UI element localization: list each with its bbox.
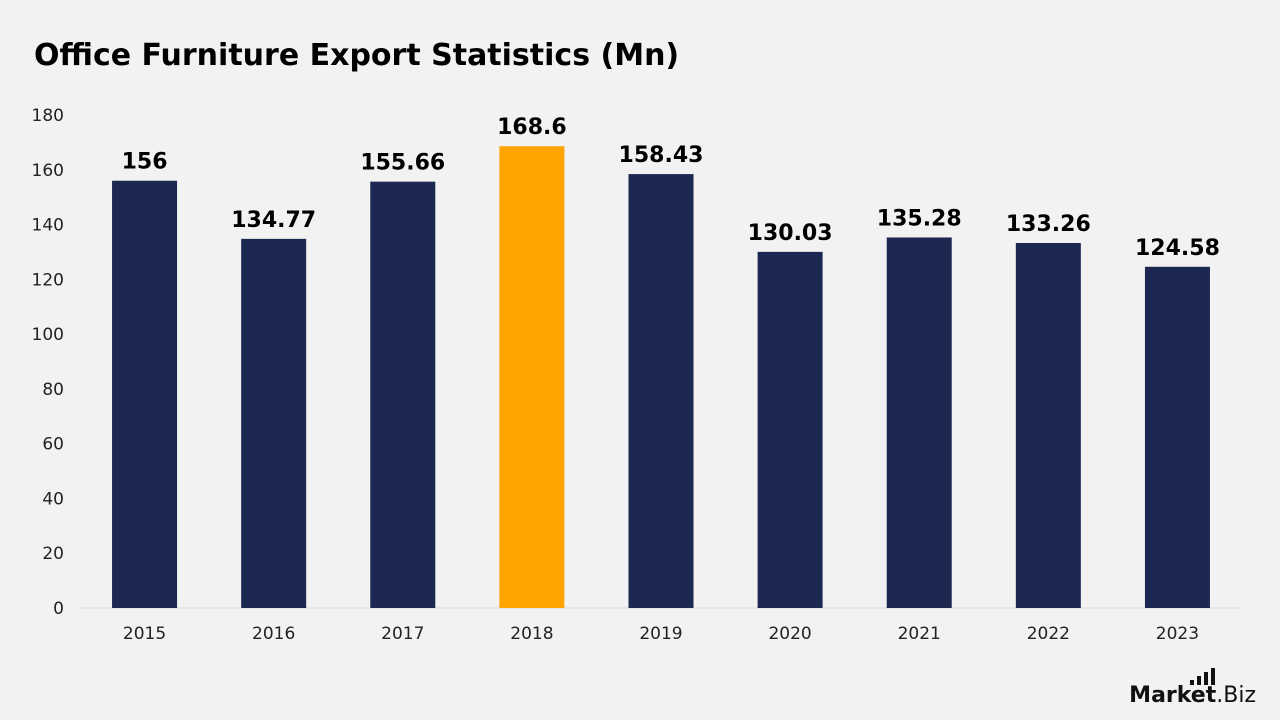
data-label-2020: 130.03 [748,221,833,246]
data-label-2017: 155.66 [360,151,445,176]
x-tick-label: 2023 [1156,624,1199,644]
data-label-2021: 135.28 [877,206,962,231]
brand-name-market: Market [1129,668,1216,708]
y-tick-label: 20 [42,544,64,564]
x-tick-label: 2022 [1027,624,1070,644]
bar-2021 [886,237,952,609]
x-tick-label: 2015 [123,624,166,644]
data-label-2019: 158.43 [619,143,704,168]
y-axis: 0 20 40 60 80 100 120 140 160 180 [32,106,64,619]
y-tick-label: 140 [32,216,64,236]
data-label-2015: 156 [122,150,168,175]
x-tick-label: 2018 [510,624,553,644]
x-tick-label: 2019 [639,624,682,644]
brand-logo: Market .Biz [1129,668,1256,708]
data-label-2022: 133.26 [1006,212,1091,237]
bar-2018 [499,146,565,608]
bar-2022 [1015,243,1081,608]
y-tick-label: 120 [32,270,64,290]
bar-2015 [112,180,178,608]
y-tick-label: 60 [42,435,64,455]
y-tick-label: 40 [42,489,64,509]
y-tick-label: 0 [53,599,64,619]
data-label-2016: 134.77 [231,208,316,233]
x-tick-label: 2021 [898,624,941,644]
y-tick-label: 100 [32,325,64,345]
y-tick-label: 180 [32,106,64,126]
bar-2023 [1144,266,1210,608]
x-tick-label: 2017 [381,624,424,644]
bars [112,146,1210,609]
bar-2017 [370,181,436,608]
bar-2016 [241,238,307,608]
y-tick-label: 160 [32,161,64,181]
x-tick-label: 2016 [252,624,295,644]
value-labels: 156 134.77 155.66 168.6 158.43 130.03 135.28 13… [122,115,1220,261]
bar-2020 [757,251,823,608]
x-axis: 2015 2016 2017 2018 2019 2020 2021 2022 2023 [123,624,1199,644]
data-label-2023: 124.58 [1135,236,1220,261]
bar-signal-icon [1190,668,1216,685]
brand-name-biz: .Biz [1216,683,1256,708]
bar-2019 [628,174,694,609]
y-tick-label: 80 [42,380,64,400]
x-tick-label: 2020 [768,624,811,644]
data-label-2018: 168.6 [497,115,567,140]
chart-title: Office Furniture Export Statistics (Mn) [34,38,680,73]
